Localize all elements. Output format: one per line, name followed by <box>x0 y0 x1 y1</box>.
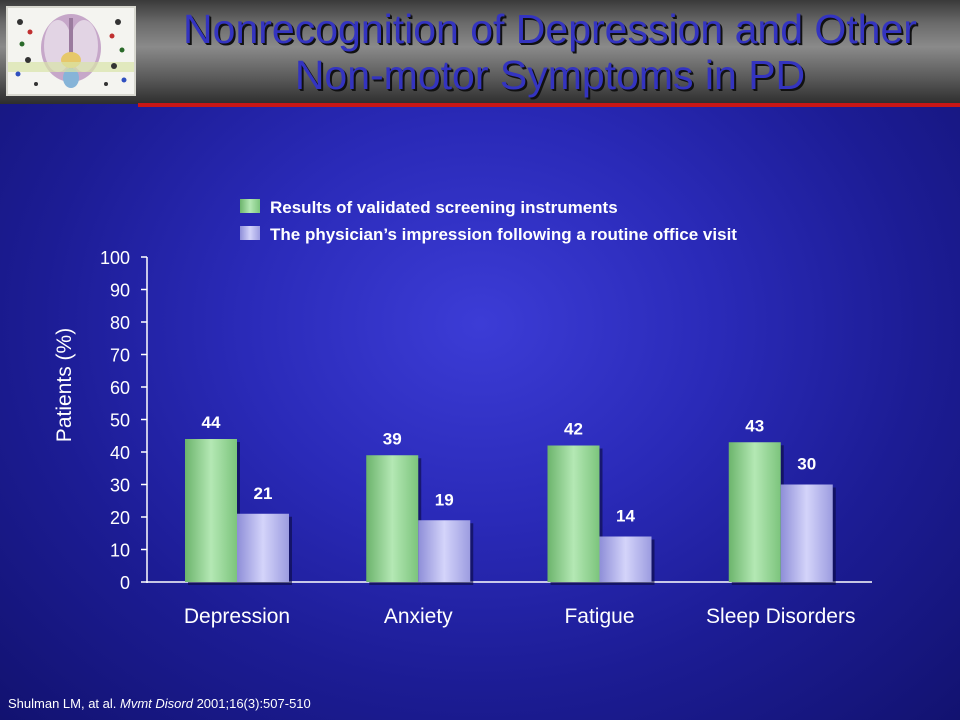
category-label: Sleep Disorders <box>706 605 855 628</box>
bar-physician <box>599 536 652 582</box>
brain-scan-image <box>8 8 134 94</box>
data-label-physician: 21 <box>254 484 273 503</box>
title-line-2: Non-motor Symptoms in PD <box>294 52 806 98</box>
slide-title: Nonrecognition of Depression and Other N… <box>140 6 960 98</box>
y-axis-label: Patients (%) <box>53 328 76 442</box>
y-tick-label: 80 <box>110 313 130 333</box>
bar-physician <box>780 484 833 582</box>
y-tick-label: 60 <box>110 378 130 398</box>
brain-logo <box>6 6 136 96</box>
y-tick-label: 100 <box>100 248 130 268</box>
bar-screening <box>547 445 600 582</box>
legend-label-screening: Results of validated screening instrumen… <box>270 198 618 217</box>
citation: Shulman LM, at al. Mvmt Disord 2001;16(3… <box>8 696 311 711</box>
category-label: Depression <box>184 605 290 628</box>
y-tick-label: 10 <box>110 541 130 561</box>
legend-swatch-screening <box>240 199 260 213</box>
citation-details: 2001;16(3):507-510 <box>192 696 311 711</box>
bar-chart: 0 10 20 30 40 50 60 70 80 90 100 Patients (%) 44 21 De… <box>53 198 855 628</box>
title-line-1: Nonrecognition of Depression and Other <box>183 6 917 52</box>
category-label: Anxiety <box>384 605 453 628</box>
bar-screening <box>366 455 419 582</box>
data-label-physician: 19 <box>435 490 454 509</box>
header-divider <box>138 103 960 107</box>
data-label-physician: 30 <box>797 455 816 474</box>
y-tick-label: 70 <box>110 346 130 366</box>
bar-physician <box>418 520 471 582</box>
data-label-screening: 42 <box>564 420 583 439</box>
y-tick-label: 30 <box>110 476 130 496</box>
header-bar <box>0 0 960 104</box>
bar-screening <box>728 442 781 582</box>
y-tick-label: 50 <box>110 411 130 431</box>
legend-label-physician: The physician’s impression following a r… <box>270 225 737 244</box>
citation-journal: Mvmt Disord <box>120 696 193 711</box>
citation-authors: Shulman LM, at al. <box>8 696 120 711</box>
data-label-screening: 39 <box>383 429 402 448</box>
bar-screening <box>185 439 237 582</box>
data-label-screening: 44 <box>202 413 221 432</box>
y-tick-label: 0 <box>120 573 130 593</box>
legend-swatch-physician <box>240 226 260 240</box>
category-label: Fatigue <box>564 605 634 628</box>
y-tick-label: 20 <box>110 508 130 528</box>
bar-physician <box>237 513 289 582</box>
data-label-physician: 14 <box>616 507 635 526</box>
y-tick-label: 40 <box>110 443 130 463</box>
y-tick-label: 90 <box>110 281 130 301</box>
data-label-screening: 43 <box>745 416 764 435</box>
